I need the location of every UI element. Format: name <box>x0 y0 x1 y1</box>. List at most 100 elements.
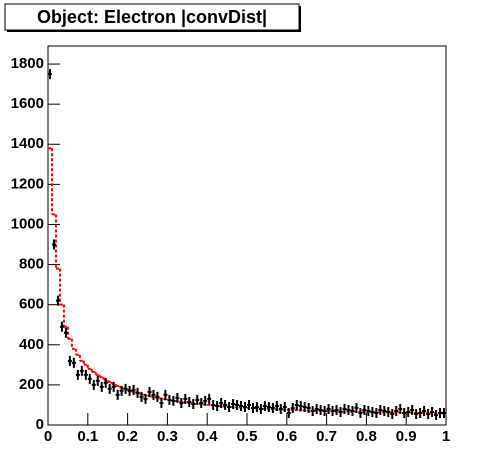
data-point <box>342 403 347 414</box>
data-point <box>231 398 236 409</box>
data-point <box>243 401 247 412</box>
data-point <box>179 397 184 408</box>
data-point <box>171 395 176 406</box>
data-point <box>111 381 116 392</box>
x-tick-label: 0.2 <box>117 428 138 445</box>
y-tick-label: 1800 <box>11 55 44 72</box>
data-point <box>382 405 387 416</box>
data-point <box>235 399 240 410</box>
data-point <box>103 377 108 388</box>
data-point <box>239 400 244 411</box>
data-point <box>378 404 383 415</box>
x-tick-label: 0.9 <box>396 428 417 445</box>
data-point <box>310 405 315 416</box>
data-point <box>430 406 435 417</box>
data-point <box>107 383 112 394</box>
data-point <box>215 400 220 411</box>
data-point <box>115 389 120 400</box>
data-point <box>318 404 323 415</box>
data-point <box>294 399 299 410</box>
data-point <box>219 397 224 408</box>
data-point <box>195 394 200 405</box>
data-point <box>438 407 443 418</box>
data-point <box>83 369 88 380</box>
x-tick-label: 1 <box>442 428 450 445</box>
chart-title: Object: Electron |convDist| <box>37 7 267 27</box>
y-tick-label: 0 <box>36 416 44 433</box>
data-point <box>99 381 104 392</box>
data-point <box>67 355 72 366</box>
y-tick-label: 1400 <box>11 135 44 152</box>
data-point <box>366 405 371 416</box>
data-point <box>390 408 395 419</box>
y-tick-label: 1200 <box>11 175 44 192</box>
data-point <box>278 403 283 414</box>
data-point <box>155 391 160 402</box>
title-box <box>4 3 300 31</box>
data-point <box>123 383 128 394</box>
data-point <box>75 369 80 380</box>
data-point <box>87 373 92 384</box>
data-point <box>51 239 56 250</box>
data-point <box>326 403 331 414</box>
data-point <box>131 384 136 395</box>
data-point <box>143 393 148 404</box>
data-point <box>187 396 192 407</box>
data-point <box>175 392 180 403</box>
x-tick-label: 0.1 <box>77 428 98 445</box>
data-point <box>398 403 403 414</box>
data-point <box>95 375 100 386</box>
data-point <box>422 405 427 416</box>
data-point <box>63 327 68 338</box>
data-point <box>59 321 64 332</box>
data-point <box>139 391 144 402</box>
x-tick-label: 0 <box>44 428 52 445</box>
data-point <box>147 386 152 397</box>
data-point <box>350 405 355 416</box>
data-point <box>426 408 431 419</box>
data-point <box>127 385 132 396</box>
data-point <box>302 401 307 412</box>
x-tick-label: 0.4 <box>197 428 219 445</box>
data-point <box>151 389 156 400</box>
data-point <box>223 399 228 410</box>
y-tick-label: 200 <box>19 376 44 393</box>
data-point <box>418 407 423 418</box>
data-point <box>298 400 303 411</box>
data-point <box>266 401 271 412</box>
data-point <box>314 403 319 414</box>
y-tick-label: 400 <box>19 336 44 353</box>
data-point <box>203 395 208 406</box>
data-point <box>270 402 275 413</box>
x-tick-label: 0.3 <box>157 428 178 445</box>
data-point <box>135 387 140 398</box>
data-point <box>227 401 232 412</box>
data-point <box>358 407 363 418</box>
x-tick-label: 0.5 <box>237 428 258 445</box>
data-point <box>290 402 295 413</box>
data-point <box>191 398 196 409</box>
data-point <box>250 402 255 413</box>
data-point <box>374 407 379 418</box>
data-point <box>434 409 439 420</box>
y-tick-label: 1000 <box>11 215 44 232</box>
data-point <box>163 389 168 400</box>
data-point <box>274 400 279 411</box>
data-point <box>322 405 327 416</box>
y-tick-label: 600 <box>19 296 44 313</box>
data-point <box>262 400 267 411</box>
data-point <box>334 404 339 415</box>
data-point <box>254 401 259 412</box>
data-point <box>207 393 212 404</box>
data-point <box>386 406 391 417</box>
data-point <box>79 365 84 376</box>
data-point <box>91 379 96 390</box>
data-point <box>414 408 419 419</box>
x-tick-label: 0.8 <box>356 428 377 445</box>
data-point <box>159 397 164 408</box>
data-point <box>354 402 359 413</box>
data-point <box>48 69 52 80</box>
data-point <box>410 404 415 415</box>
